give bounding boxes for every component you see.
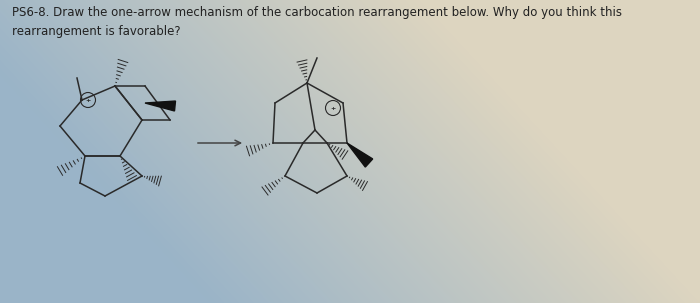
- Text: rearrangement is favorable?: rearrangement is favorable?: [12, 25, 181, 38]
- Text: PS6-8. Draw the one-arrow mechanism of the carbocation rearrangement below. Why : PS6-8. Draw the one-arrow mechanism of t…: [12, 6, 622, 19]
- Polygon shape: [347, 143, 372, 167]
- Text: +: +: [85, 98, 90, 102]
- Polygon shape: [145, 101, 176, 111]
- Text: +: +: [330, 105, 335, 111]
